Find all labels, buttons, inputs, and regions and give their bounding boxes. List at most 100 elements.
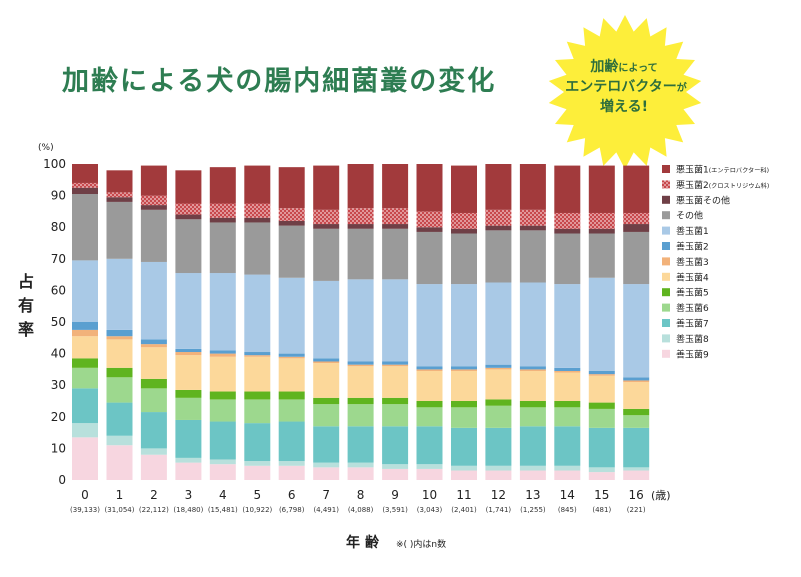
bar-segment (72, 187, 98, 195)
x-n-label: (1,255) (520, 506, 546, 514)
x-tick-label: 2 (150, 488, 158, 502)
bar-segment (175, 273, 202, 349)
x-unit-label: (歳) (651, 489, 671, 502)
bar-segment (175, 355, 202, 390)
bar-segment (623, 231, 650, 285)
bar-segment (209, 217, 236, 223)
bar-segment (451, 370, 477, 401)
bar-segment (72, 423, 98, 438)
bar-segment (588, 228, 615, 234)
bar-segment (278, 358, 305, 392)
bar-segment (623, 212, 650, 225)
bar-segment (140, 205, 167, 210)
bar-segment (451, 470, 477, 480)
bar-segment (554, 426, 581, 466)
bar-segment (313, 209, 340, 225)
bar-segment (623, 415, 650, 428)
bar-segment (382, 464, 409, 469)
bar-segment (278, 356, 305, 359)
bar-segment (244, 165, 271, 204)
bar-segment (485, 209, 512, 226)
bar-segment (72, 329, 98, 337)
bar-segment (313, 363, 340, 398)
bar-segment (623, 470, 650, 480)
legend-label: 善玉菌6 (676, 302, 709, 314)
bar-segment (106, 329, 133, 337)
bar-segment (347, 208, 374, 225)
bar-segment (175, 352, 202, 356)
bar-segment (313, 358, 340, 362)
x-axis: 0 (39,133) 1 (31,054) 2 (22,112) 3 (18,480) 4 (15… (70, 488, 646, 514)
legend-swatch (662, 319, 670, 327)
bar-segment (485, 164, 512, 210)
bar-segment (623, 165, 650, 213)
bar-segment (382, 228, 409, 280)
bar-segment (485, 369, 512, 400)
legend-swatch (662, 226, 670, 235)
x-tick-label: 3 (185, 488, 193, 502)
legend-swatch (662, 303, 670, 312)
x-tick-label: 15 (594, 488, 609, 502)
bar-segment (554, 407, 581, 427)
bar-segment (106, 192, 133, 198)
legend-label: 善玉菌8 (676, 333, 709, 345)
bar-segment (209, 391, 236, 400)
bar-segment (519, 370, 546, 401)
legend-label: 善玉菌3 (676, 256, 709, 268)
x-n-label: (221) (627, 506, 646, 514)
legend-swatch (662, 349, 670, 358)
bar-segment (313, 280, 340, 359)
bar-segment (451, 165, 477, 213)
bar-segment (72, 322, 98, 330)
bar-segment (451, 407, 477, 428)
bar-segment (209, 459, 236, 465)
legend-label: 善玉菌4 (676, 271, 709, 283)
bar-segment (244, 461, 271, 466)
bar-segment (313, 467, 340, 480)
x-n-label: (10,922) (242, 506, 272, 514)
legend-swatch (662, 180, 670, 189)
bar-segment (244, 203, 271, 218)
y-tick-label: 50 (51, 315, 66, 329)
bar-segment (140, 388, 167, 413)
bar-segment (140, 209, 167, 262)
bar-segment (72, 164, 98, 183)
bar-segment (347, 279, 374, 362)
x-n-label: (4,491) (313, 506, 339, 514)
x-tick-label: 9 (391, 488, 399, 502)
legend-swatch (662, 165, 670, 173)
bar-segment (106, 339, 133, 368)
bar-segment (244, 217, 271, 223)
x-n-label: (22,112) (139, 506, 169, 514)
n-note: ※( )内はn数 (396, 538, 446, 550)
bar-segment (313, 397, 340, 405)
bar-segment (278, 167, 305, 209)
bar-segment (140, 195, 167, 206)
bar-segment (588, 370, 615, 375)
bar-segment (106, 336, 133, 340)
bar-segment (244, 352, 271, 356)
bar-segment (382, 366, 409, 398)
bar-segment (485, 230, 512, 283)
x-tick-label: 7 (322, 488, 330, 502)
bar-segment (175, 219, 202, 274)
bar-segment (451, 369, 477, 371)
bar-segment (485, 427, 512, 466)
bar-segment (72, 358, 98, 368)
bar-segment (278, 461, 305, 466)
bars-layer (72, 164, 650, 480)
x-tick-label: 13 (525, 488, 540, 502)
bar-segment (347, 366, 374, 398)
bar-segment (623, 377, 650, 381)
bar-segment (175, 170, 202, 204)
x-tick-label: 12 (491, 488, 506, 502)
bar-segment (382, 224, 409, 229)
x-tick-label: 5 (253, 488, 261, 502)
bar-segment (175, 214, 202, 220)
x-n-label: (39,133) (70, 506, 100, 514)
bar-segment (244, 222, 271, 275)
bar-segment (72, 182, 98, 188)
bar-segment (209, 222, 236, 274)
